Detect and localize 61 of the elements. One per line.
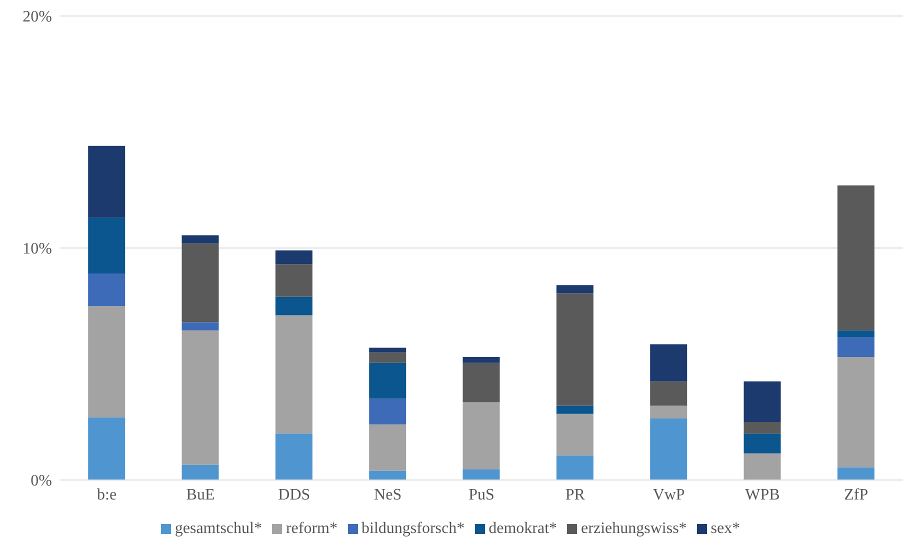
bar xyxy=(462,402,500,470)
bar xyxy=(556,293,594,406)
bar xyxy=(88,274,126,306)
bar xyxy=(88,417,126,480)
x-tick-label: NeS xyxy=(374,486,402,504)
bar xyxy=(837,330,874,338)
x-tick-label: PuS xyxy=(468,486,494,504)
y-tick-label: 20% xyxy=(22,8,52,26)
legend-label: demokrat* xyxy=(488,520,558,537)
legend-label: reform* xyxy=(286,520,338,537)
bar xyxy=(369,470,406,480)
legend-label: erziehungswiss* xyxy=(581,520,687,537)
bar xyxy=(275,296,312,316)
x-tick-label: BuE xyxy=(186,486,215,504)
bar xyxy=(556,414,594,456)
y-tick-label: 0% xyxy=(30,472,52,490)
bar xyxy=(650,418,688,480)
bar xyxy=(837,467,874,480)
x-tick-label: DDS xyxy=(278,486,310,504)
bar xyxy=(744,453,781,480)
bar xyxy=(462,357,500,363)
bar xyxy=(369,352,406,363)
bar xyxy=(837,337,874,358)
x-tick-label: PR xyxy=(565,486,586,504)
bar xyxy=(650,344,688,382)
x-tick-label: b:e xyxy=(97,486,117,504)
bar xyxy=(275,250,312,264)
bar xyxy=(182,243,219,322)
bar xyxy=(462,362,500,402)
bar xyxy=(88,218,126,274)
bar xyxy=(650,381,688,406)
x-tick-label: WPB xyxy=(745,486,780,504)
bar xyxy=(744,434,781,454)
bar xyxy=(556,406,594,414)
bar xyxy=(275,264,312,297)
bar xyxy=(369,362,406,399)
bar xyxy=(182,322,219,330)
bar xyxy=(837,357,874,468)
bar xyxy=(369,398,406,424)
bar xyxy=(744,381,781,422)
x-tick-label: VwP xyxy=(652,486,685,504)
bar xyxy=(182,330,219,465)
x-tick-label: ZfP xyxy=(844,486,868,504)
bar xyxy=(369,348,406,352)
y-tick-label: 10% xyxy=(22,240,52,258)
bar xyxy=(556,285,594,294)
bar xyxy=(462,470,500,480)
bar xyxy=(556,456,594,480)
bar xyxy=(275,315,312,434)
legend-label: gesamtschul* xyxy=(174,520,262,537)
bar xyxy=(369,424,406,471)
bar xyxy=(182,464,219,480)
bar xyxy=(744,422,781,434)
bar xyxy=(88,146,126,218)
bar xyxy=(182,235,219,244)
bar xyxy=(88,306,126,418)
bar xyxy=(275,434,312,480)
bar xyxy=(837,185,874,330)
legend-label: bildungsforsch* xyxy=(362,520,465,537)
bar xyxy=(650,406,688,419)
legend-label: sex* xyxy=(710,520,740,537)
